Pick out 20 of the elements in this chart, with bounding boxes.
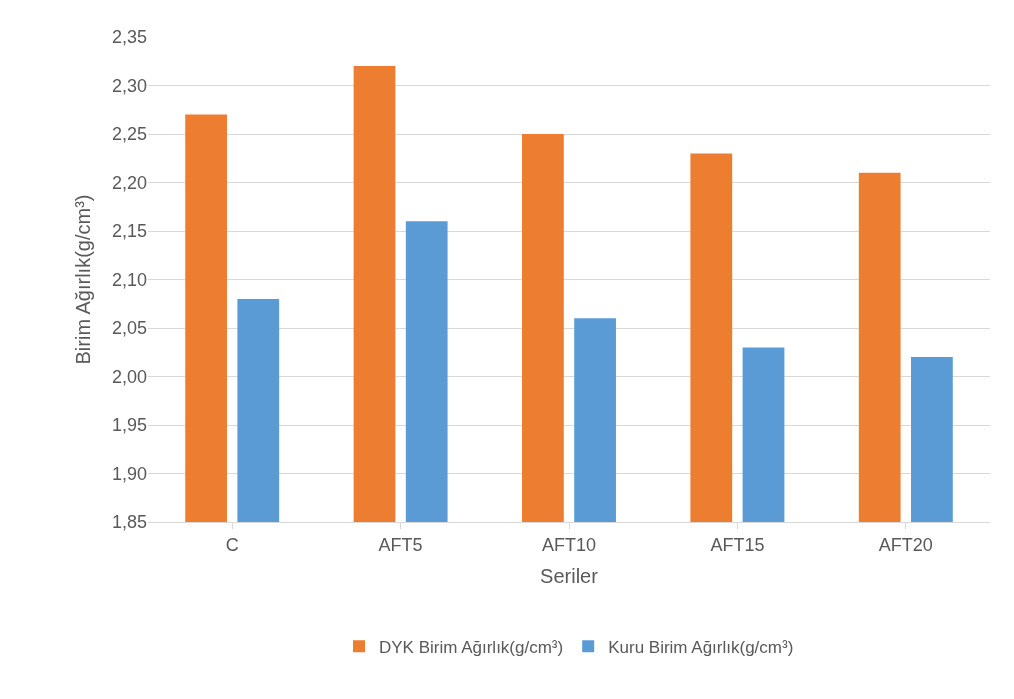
y-tick-label: 2,35: [111, 27, 147, 48]
x-tick-label: C: [225, 534, 239, 555]
x-tick-label: AFT10: [541, 534, 597, 555]
y-tick-label: 2,20: [111, 172, 147, 193]
x-tick-label: AFT20: [878, 534, 933, 555]
y-tick-label: 1,85: [111, 512, 147, 533]
y-tick-label: 2,05: [111, 318, 147, 339]
y-tick-label: 2,15: [111, 221, 147, 242]
legend-label: DYK Birim Ağırlık(g/cm³): [379, 637, 564, 657]
y-tick-label: 1,90: [111, 463, 147, 484]
x-axis-title: Seriler: [540, 565, 599, 588]
y-axis-title: Birim Ağırlık(g/cm³): [72, 194, 95, 365]
legend-label: Kuru Birim Ağırlık(g/cm³): [608, 637, 794, 657]
y-tick-label: 2,00: [111, 366, 147, 387]
y-tick-label: 2,30: [111, 75, 147, 96]
y-tick-label: 1,95: [111, 415, 147, 436]
y-tick-label: 2,25: [111, 124, 147, 145]
x-tick-label: AFT5: [378, 534, 423, 555]
x-tick-label: AFT15: [710, 534, 765, 555]
y-tick-label: 2,10: [111, 269, 147, 290]
